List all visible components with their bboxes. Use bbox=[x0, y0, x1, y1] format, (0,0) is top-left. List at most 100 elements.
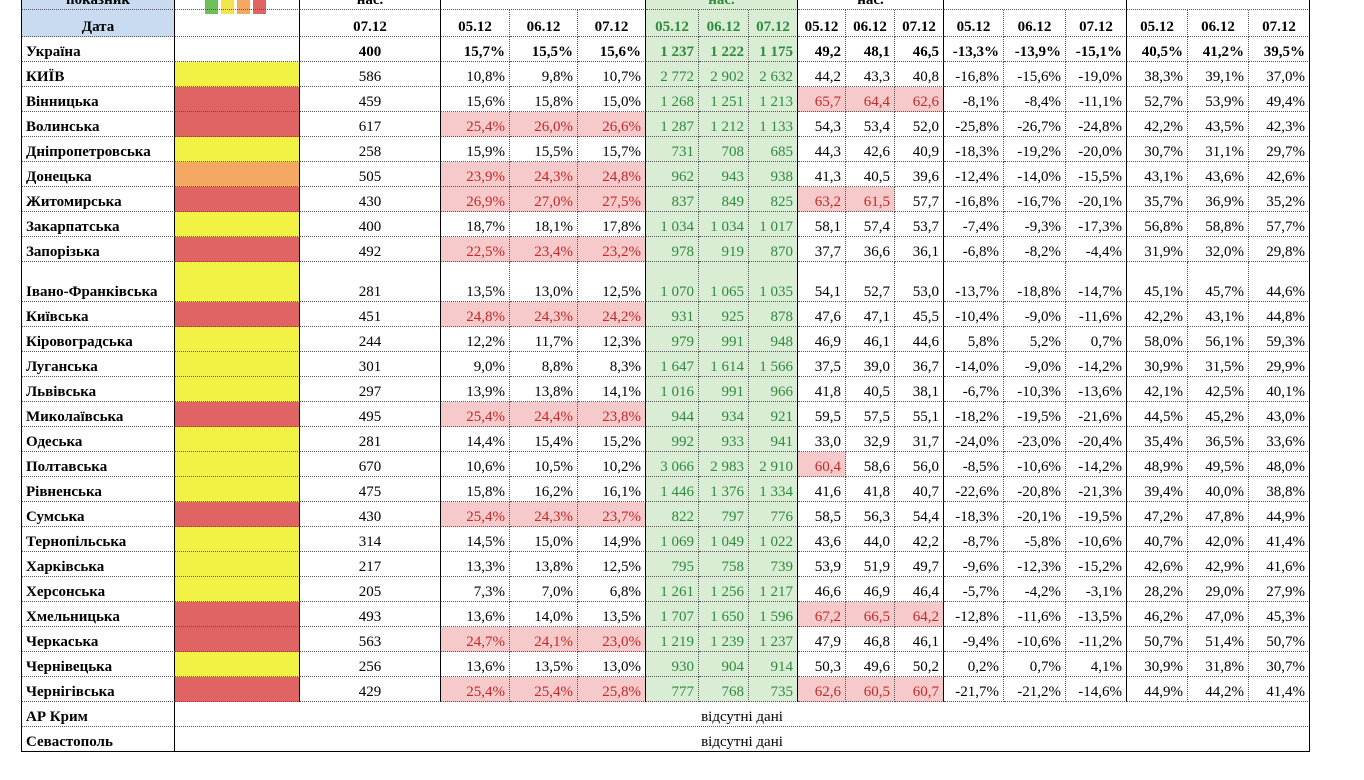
value-cell: -26,7% bbox=[1004, 112, 1066, 137]
value-cell: 13,8% bbox=[510, 377, 578, 402]
value-cell: 32,0% bbox=[1188, 237, 1249, 262]
value-cell: 13,6% bbox=[441, 652, 510, 677]
value-cell: 23,2% bbox=[578, 237, 646, 262]
value-cell: 46,4 bbox=[895, 577, 944, 602]
value-cell: 1 376 bbox=[699, 477, 749, 502]
status-cell bbox=[175, 602, 300, 627]
value-cell: -21,3% bbox=[1066, 477, 1127, 502]
value-cell: 26,0% bbox=[510, 112, 578, 137]
value-cell: 9,8% bbox=[510, 62, 578, 87]
value-cell: -21,6% bbox=[1066, 402, 1127, 427]
date-header: 07.12 bbox=[1066, 10, 1127, 37]
value-cell: 12,2% bbox=[441, 327, 510, 352]
value-cell: 400 bbox=[300, 37, 441, 62]
value-cell: 1 237 bbox=[646, 37, 699, 62]
value-cell: 41,8 bbox=[798, 377, 846, 402]
value-cell: -9,0% bbox=[1004, 302, 1066, 327]
value-cell: -19,5% bbox=[1066, 502, 1127, 527]
value-cell: -16,8% bbox=[944, 62, 1004, 87]
value-cell: 36,1 bbox=[895, 237, 944, 262]
value-cell: 492 bbox=[300, 237, 441, 262]
value-cell: 43,6 bbox=[798, 527, 846, 552]
value-cell: 30,9% bbox=[1127, 652, 1188, 677]
value-cell: 15,0% bbox=[578, 87, 646, 112]
value-cell: 50,2 bbox=[895, 652, 944, 677]
value-cell: 2 632 bbox=[749, 62, 798, 87]
value-cell: 13,5% bbox=[441, 262, 510, 302]
value-cell: 14,1% bbox=[578, 377, 646, 402]
region-name: Львівська bbox=[22, 377, 175, 402]
value-cell: -14,0% bbox=[1004, 162, 1066, 187]
date-header: 07.12 bbox=[300, 10, 441, 37]
value-cell: 1 647 bbox=[646, 352, 699, 377]
value-cell: 991 bbox=[699, 327, 749, 352]
value-cell: 56,1% bbox=[1188, 327, 1249, 352]
value-cell: 15,8% bbox=[441, 477, 510, 502]
value-cell: 429 bbox=[300, 677, 441, 702]
value-cell: -5,8% bbox=[1004, 527, 1066, 552]
region-name: Рівненська bbox=[22, 477, 175, 502]
value-cell: 931 bbox=[646, 302, 699, 327]
value-cell: 400 bbox=[300, 212, 441, 237]
value-cell: 60,5 bbox=[846, 677, 895, 702]
region-name: Харківська bbox=[22, 552, 175, 577]
value-cell: 56,0 bbox=[895, 452, 944, 477]
value-cell: 43,1% bbox=[1188, 302, 1249, 327]
value-cell: 48,0% bbox=[1249, 452, 1310, 477]
value-cell: 43,3 bbox=[846, 62, 895, 87]
value-cell: 1 261 bbox=[646, 577, 699, 602]
value-cell: 43,0% bbox=[1249, 402, 1310, 427]
value-cell: 41,2% bbox=[1188, 37, 1249, 62]
value-cell: 1 022 bbox=[749, 527, 798, 552]
region-name: Житомирська bbox=[22, 187, 175, 212]
region-name: Черкаська bbox=[22, 627, 175, 652]
value-cell: 1 222 bbox=[699, 37, 749, 62]
status-cell bbox=[175, 527, 300, 552]
value-cell: 29,9% bbox=[1249, 352, 1310, 377]
value-cell: 4,1% bbox=[1066, 652, 1127, 677]
value-cell: 2 910 bbox=[749, 452, 798, 477]
region-name: Тернопільська bbox=[22, 527, 175, 552]
value-cell: 43,1% bbox=[1127, 162, 1188, 187]
value-cell: 27,0% bbox=[510, 187, 578, 212]
value-cell: 37,5 bbox=[798, 352, 846, 377]
value-cell: 46,5 bbox=[895, 37, 944, 62]
value-cell: 919 bbox=[699, 237, 749, 262]
value-cell: 26,9% bbox=[441, 187, 510, 212]
value-cell: 31,8% bbox=[1188, 652, 1249, 677]
value-cell: 40,5 bbox=[846, 377, 895, 402]
value-cell: 30,9% bbox=[1127, 352, 1188, 377]
value-cell: 46,9 bbox=[846, 577, 895, 602]
value-cell: 459 bbox=[300, 87, 441, 112]
date-header: 06.12 bbox=[846, 10, 895, 37]
status-cell bbox=[175, 652, 300, 677]
value-cell: -13,3% bbox=[944, 37, 1004, 62]
status-cell bbox=[175, 237, 300, 262]
region-name: Чернігівська bbox=[22, 677, 175, 702]
value-cell: 739 bbox=[749, 552, 798, 577]
value-cell: 777 bbox=[646, 677, 699, 702]
value-cell: 29,7% bbox=[1249, 137, 1310, 162]
value-cell: 1 212 bbox=[699, 112, 749, 137]
value-cell: 15,6% bbox=[578, 37, 646, 62]
value-cell: -7,4% bbox=[944, 212, 1004, 237]
missing-note: відсутні дані bbox=[175, 727, 1310, 752]
value-cell: -18,3% bbox=[944, 502, 1004, 527]
value-cell: -4,4% bbox=[1066, 237, 1127, 262]
value-cell: 948 bbox=[749, 327, 798, 352]
value-cell: -10,3% bbox=[1004, 377, 1066, 402]
value-cell: 10,7% bbox=[578, 62, 646, 87]
value-cell: 44,5% bbox=[1127, 402, 1188, 427]
value-cell: 47,8% bbox=[1188, 502, 1249, 527]
value-cell: 23,7% bbox=[578, 502, 646, 527]
value-cell: 1 707 bbox=[646, 602, 699, 627]
value-cell: 23,8% bbox=[578, 402, 646, 427]
value-cell: 29,8% bbox=[1249, 237, 1310, 262]
value-cell: 430 bbox=[300, 502, 441, 527]
header-cell bbox=[1127, 0, 1310, 10]
value-cell: 430 bbox=[300, 187, 441, 212]
value-cell: 1 175 bbox=[749, 37, 798, 62]
value-cell: 63,2 bbox=[798, 187, 846, 212]
value-cell: 670 bbox=[300, 452, 441, 477]
